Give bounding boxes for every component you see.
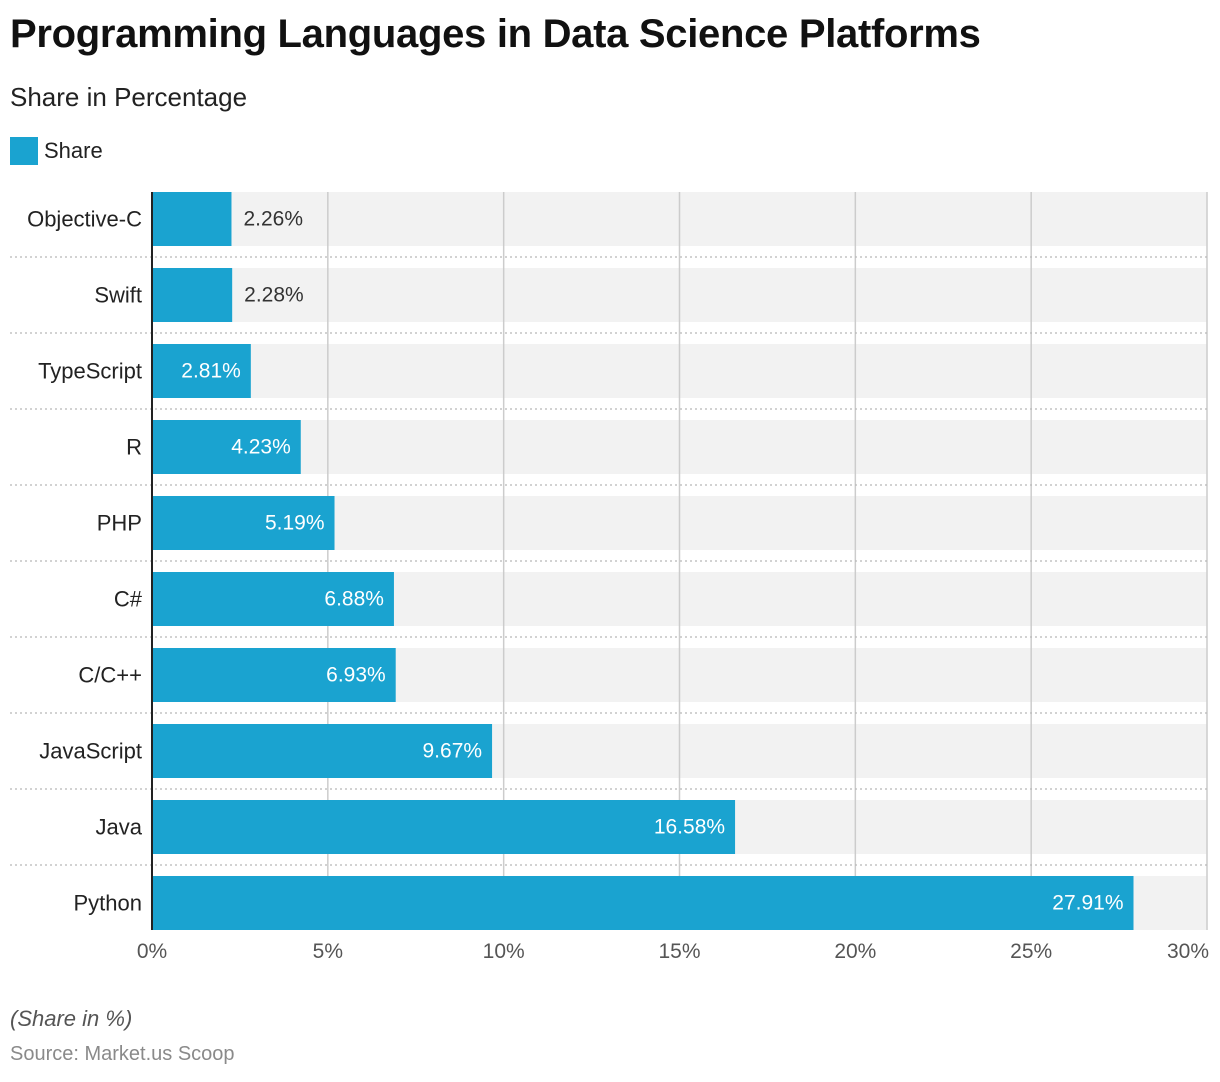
chart-source: Source: Market.us Scoop xyxy=(10,1043,235,1065)
category-label: Python xyxy=(74,891,143,916)
category-label: PHP xyxy=(97,511,142,536)
bar xyxy=(152,876,1134,930)
category-label: JavaScript xyxy=(39,739,142,764)
x-tick-label: 25% xyxy=(1010,940,1052,963)
data-label: 27.91% xyxy=(1052,892,1123,915)
data-label: 9.67% xyxy=(423,740,483,763)
legend-swatch xyxy=(10,137,38,165)
legend: Share xyxy=(10,136,103,166)
category-label: R xyxy=(126,435,142,460)
data-label: 6.93% xyxy=(326,664,386,687)
x-tick-label: 20% xyxy=(834,940,876,963)
x-tick-label: 30% xyxy=(1167,940,1209,963)
category-label: TypeScript xyxy=(38,359,142,384)
chart-subtitle: Share in Percentage xyxy=(10,82,248,112)
category-label: C# xyxy=(114,587,143,612)
data-label: 5.19% xyxy=(265,512,325,535)
x-tick-label: 5% xyxy=(313,940,343,963)
bar xyxy=(152,192,232,246)
chart-note: (Share in %) xyxy=(10,1006,133,1031)
bar xyxy=(152,496,335,550)
legend-label: Share xyxy=(44,138,103,163)
bar xyxy=(152,268,233,322)
x-tick-label: 0% xyxy=(137,940,167,963)
category-label: Java xyxy=(96,815,143,840)
bar-chart: Objective-C 2.26% Swift 2.28% TypeScript 2.81… xyxy=(10,192,1209,963)
bar xyxy=(152,572,394,626)
bar xyxy=(152,648,396,702)
data-label: 4.23% xyxy=(231,436,291,459)
data-label: 16.58% xyxy=(654,816,725,839)
data-label: 2.26% xyxy=(243,208,303,231)
x-tick-label: 15% xyxy=(658,940,700,963)
category-label: Swift xyxy=(94,283,142,308)
bar xyxy=(152,724,493,778)
data-label: 2.28% xyxy=(244,284,304,307)
chart-title: Programming Languages in Data Science Pl… xyxy=(10,12,981,56)
bar xyxy=(152,344,251,398)
category-label: C/C++ xyxy=(78,663,142,688)
data-label: 6.88% xyxy=(324,588,384,611)
bar xyxy=(152,420,301,474)
data-label: 2.81% xyxy=(181,360,241,383)
category-label: Objective-C xyxy=(27,207,142,232)
bar xyxy=(152,800,736,854)
x-tick-label: 10% xyxy=(483,940,525,963)
